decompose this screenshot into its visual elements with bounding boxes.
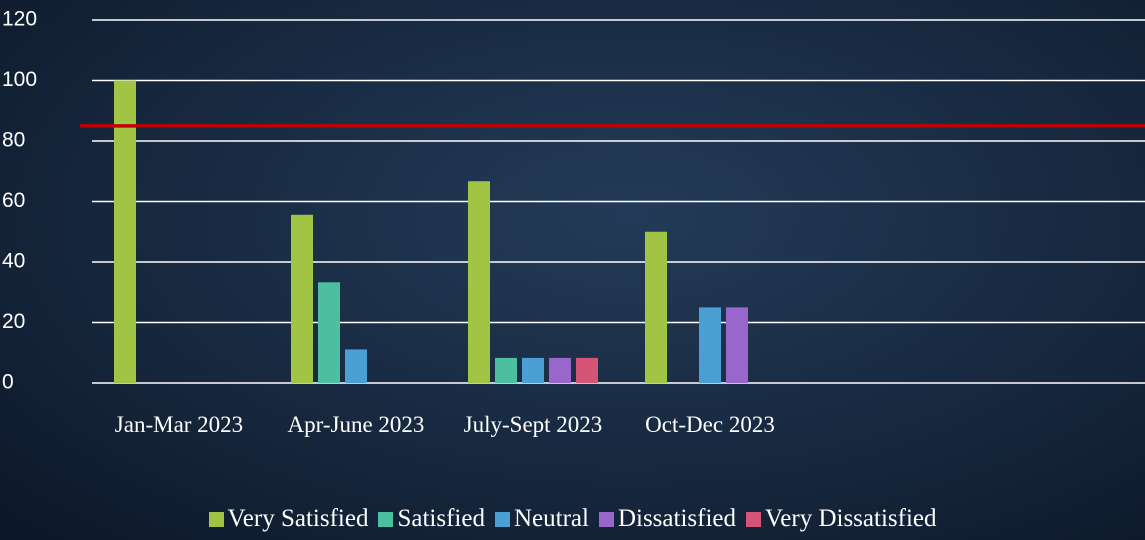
legend-item: Very Satisfied bbox=[208, 505, 369, 533]
legend-label: Dissatisfied bbox=[617, 505, 736, 532]
bar bbox=[576, 357, 598, 383]
y-tick-label: 120 bbox=[2, 8, 37, 31]
bar bbox=[549, 357, 571, 383]
legend-label: Very Satisfied bbox=[227, 505, 369, 532]
y-tick-label: 40 bbox=[2, 250, 25, 273]
legend-swatch bbox=[745, 511, 761, 527]
x-tick-label: Apr-June 2023 bbox=[287, 412, 425, 437]
legend-swatch bbox=[598, 511, 614, 527]
bar bbox=[495, 357, 517, 383]
bar bbox=[699, 307, 721, 383]
bar bbox=[291, 214, 313, 383]
bar bbox=[645, 231, 667, 383]
x-tick-label: Jan-Mar 2023 bbox=[114, 412, 244, 437]
legend-label: Very Dissatisfied bbox=[764, 505, 937, 532]
bar bbox=[468, 181, 490, 383]
y-tick-label: 80 bbox=[2, 129, 25, 152]
legend-swatch bbox=[208, 511, 224, 527]
bar bbox=[522, 357, 544, 383]
legend-swatch bbox=[494, 511, 510, 527]
bar bbox=[114, 80, 136, 383]
y-tick-label: 20 bbox=[2, 310, 25, 333]
bar bbox=[318, 282, 340, 383]
legend: Very Satisfied Satisfied Neutral Dissatisfi… bbox=[0, 505, 1145, 533]
legend-label: Neutral bbox=[513, 505, 589, 532]
y-tick-label: 100 bbox=[2, 68, 37, 91]
x-tick-label: July-Sept 2023 bbox=[463, 412, 603, 437]
y-tick-label: 60 bbox=[2, 189, 25, 212]
x-tick-label: Oct-Dec 2023 bbox=[645, 412, 775, 437]
legend-item: Dissatisfied bbox=[598, 505, 736, 533]
y-tick-label: 0 bbox=[2, 371, 14, 394]
legend-item: Very Dissatisfied bbox=[745, 505, 937, 533]
legend-item: Satisfied bbox=[378, 505, 485, 533]
legend-item: Neutral bbox=[494, 505, 589, 533]
bar bbox=[345, 349, 367, 383]
legend-label: Satisfied bbox=[397, 505, 485, 532]
bar bbox=[726, 307, 748, 383]
legend-swatch bbox=[378, 511, 394, 527]
